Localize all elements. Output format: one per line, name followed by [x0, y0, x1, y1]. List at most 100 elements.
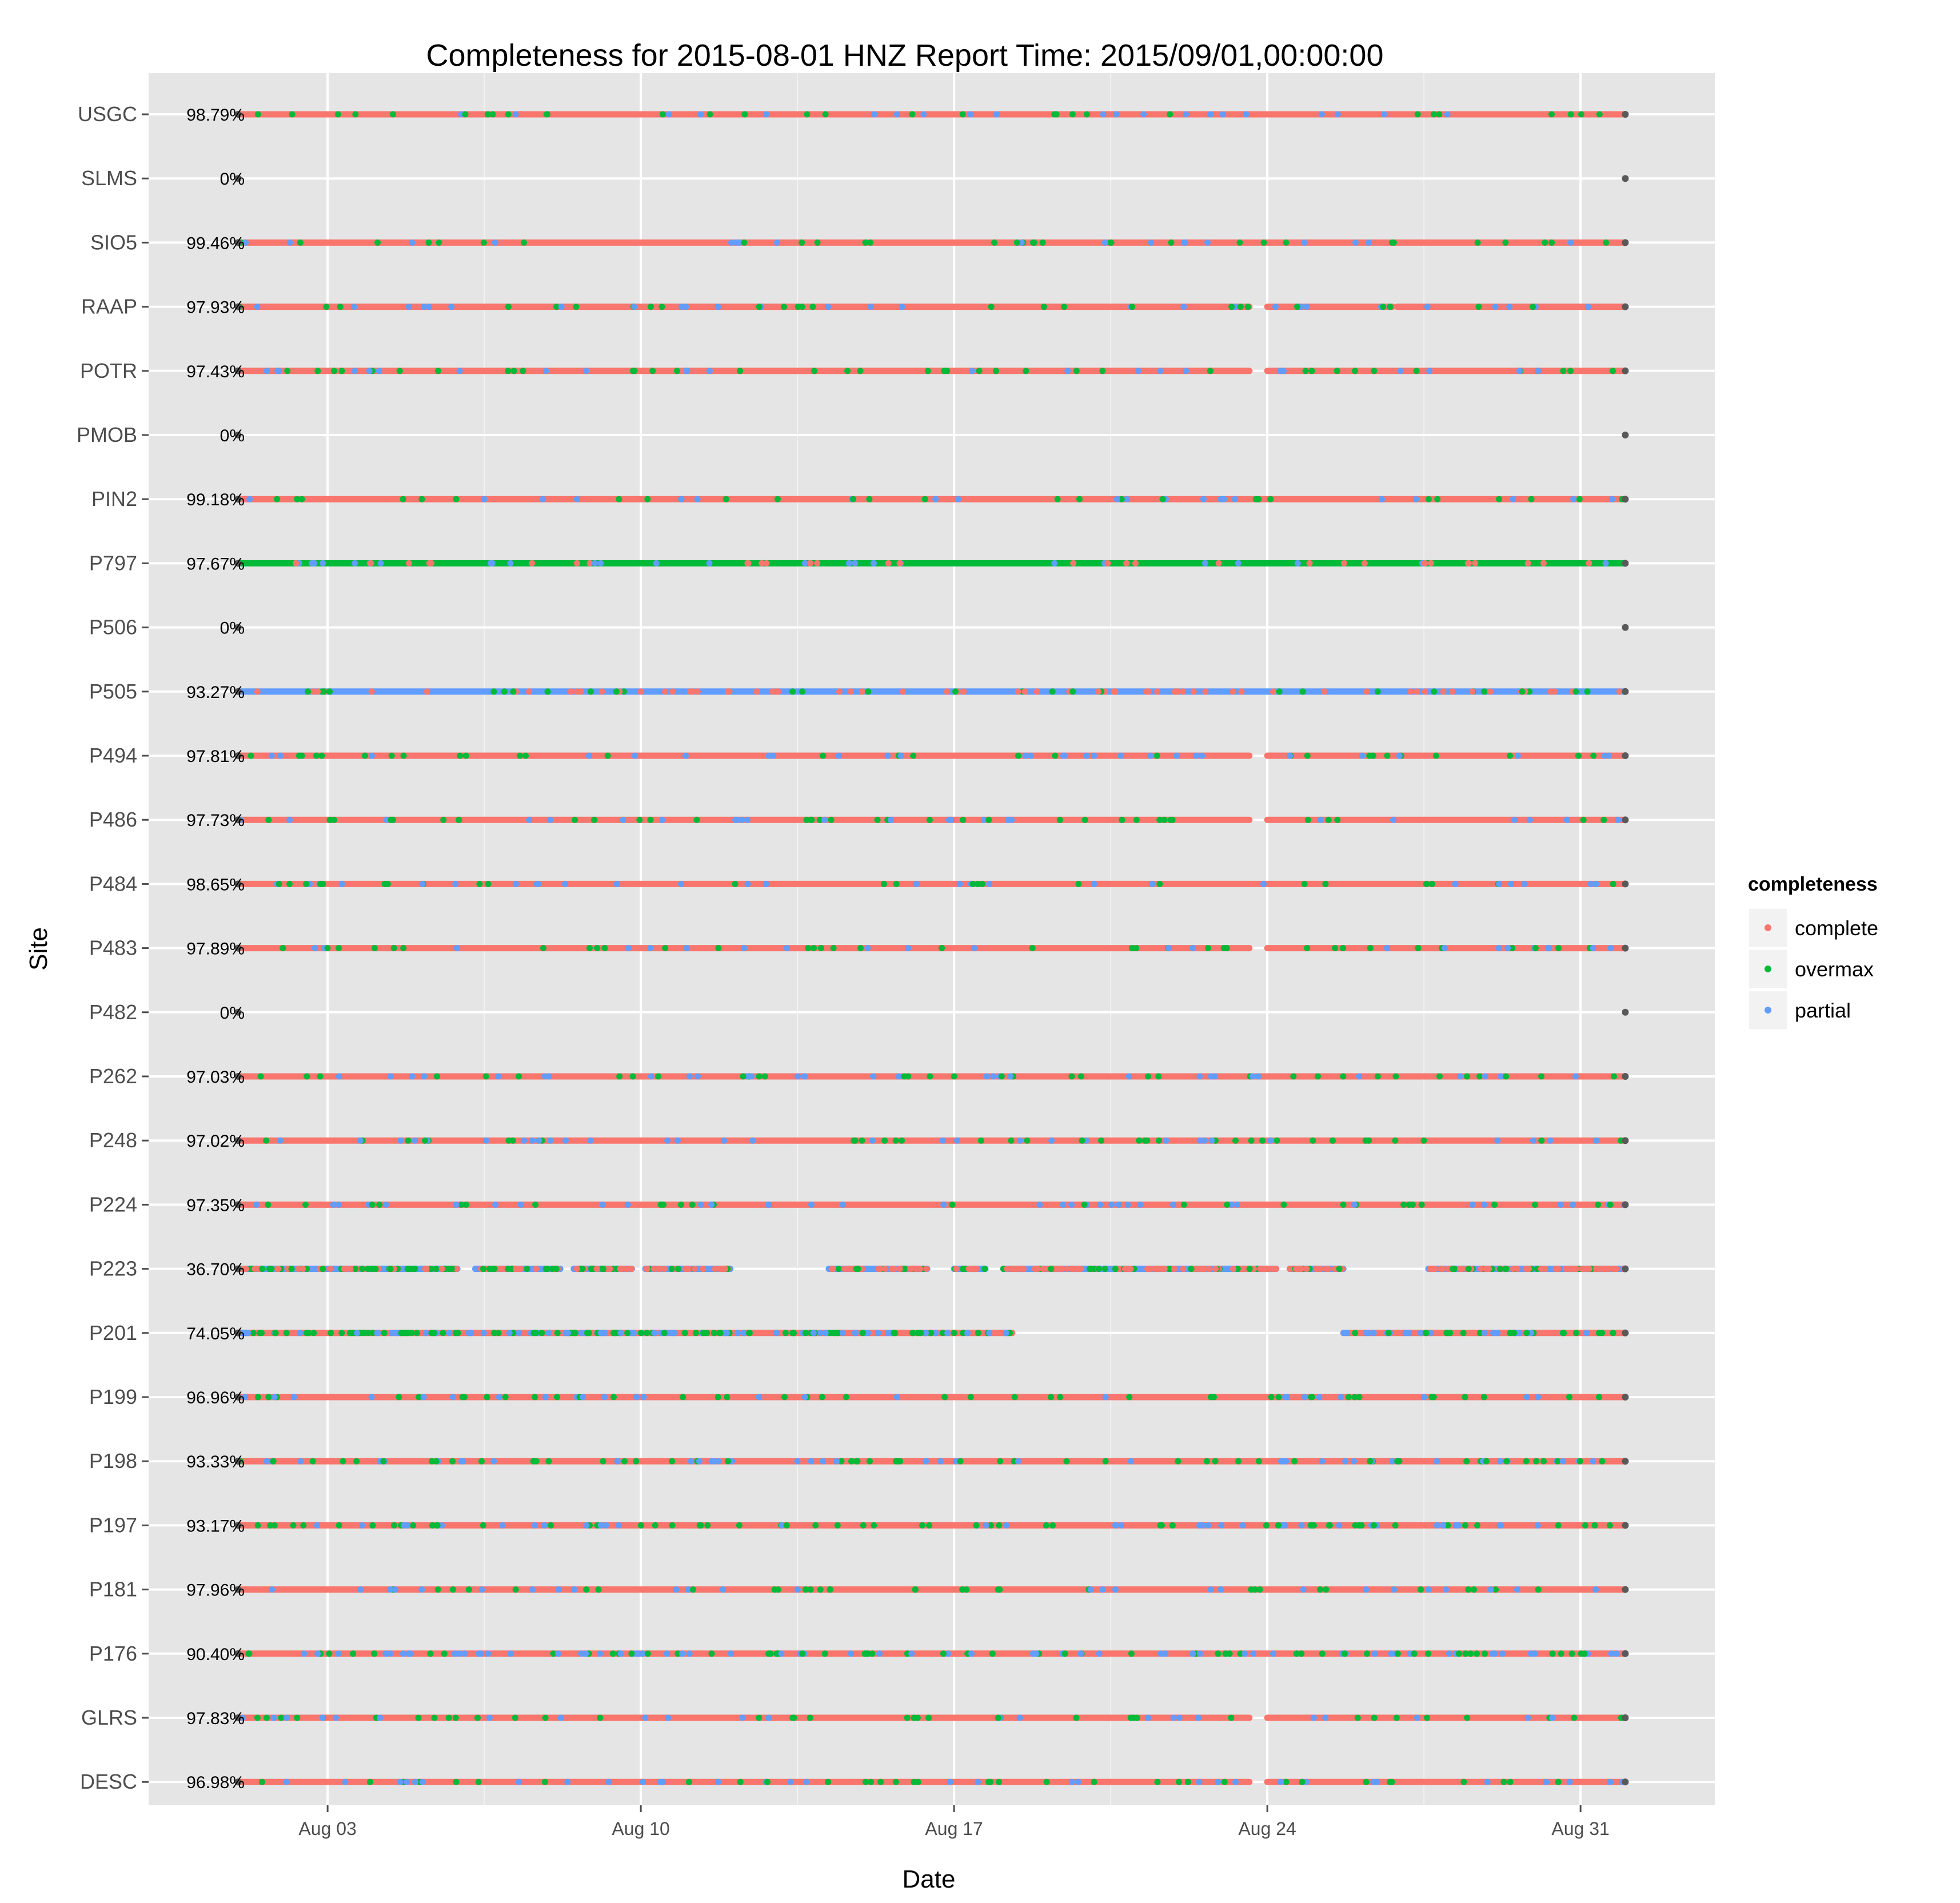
data-point — [753, 688, 760, 695]
endpoint-marker — [234, 560, 242, 567]
data-point — [1064, 368, 1071, 374]
completeness-percent: 36.70% — [186, 1260, 245, 1279]
data-point — [1079, 1137, 1085, 1144]
data-point — [1215, 560, 1222, 566]
data-point — [1141, 1137, 1148, 1144]
data-point — [1292, 1266, 1299, 1272]
data-point — [1593, 1266, 1600, 1272]
data-point — [866, 1458, 873, 1465]
data-point — [637, 1330, 644, 1337]
data-point — [280, 945, 286, 952]
data-point — [939, 1330, 946, 1337]
data-point — [542, 1266, 549, 1272]
data-point — [1036, 1201, 1043, 1208]
data-point — [1049, 688, 1056, 695]
data-point — [326, 1650, 333, 1657]
data-point — [532, 1201, 539, 1208]
data-point — [1424, 1714, 1431, 1721]
data-point — [880, 880, 887, 887]
data-point — [1060, 1201, 1067, 1208]
data-point — [1057, 1394, 1064, 1401]
data-point — [1163, 1137, 1169, 1144]
data-point — [845, 560, 852, 566]
data-point — [353, 1458, 360, 1465]
data-point — [369, 1330, 376, 1337]
data-point — [964, 1330, 971, 1337]
site-row-p176 — [234, 1650, 1629, 1657]
data-point — [1017, 1137, 1024, 1144]
data-point — [1516, 1330, 1523, 1337]
data-point — [1193, 752, 1200, 759]
data-point — [351, 368, 358, 374]
data-point — [979, 880, 985, 887]
data-point — [515, 1266, 522, 1272]
data-point — [1439, 1522, 1446, 1529]
data-point — [330, 816, 337, 823]
data-point — [371, 945, 378, 952]
data-point — [418, 496, 425, 502]
data-point — [1128, 1650, 1135, 1657]
data-point — [844, 368, 851, 374]
data-point — [283, 1778, 290, 1785]
data-point — [808, 1201, 815, 1208]
data-point — [822, 1330, 829, 1337]
data-point — [1476, 1330, 1483, 1337]
data-point — [1277, 368, 1284, 374]
data-point — [803, 1778, 810, 1785]
data-point — [971, 945, 978, 952]
data-point — [284, 368, 291, 374]
data-point — [388, 816, 394, 823]
data-point — [643, 1266, 650, 1272]
data-point — [1324, 1266, 1331, 1272]
data-points — [234, 111, 1629, 1786]
data-point — [1161, 1266, 1168, 1272]
data-point — [301, 1650, 308, 1657]
data-point — [1235, 1458, 1242, 1465]
data-point — [865, 1330, 872, 1337]
data-point — [693, 816, 700, 823]
data-point — [1029, 239, 1036, 246]
data-point — [320, 560, 326, 566]
data-point — [630, 304, 637, 310]
data-point — [419, 880, 426, 887]
endpoint-marker — [1622, 752, 1629, 759]
data-point — [1051, 111, 1058, 118]
data-point — [995, 1714, 1001, 1721]
endpoint-marker — [1622, 1458, 1629, 1465]
data-point — [1280, 1201, 1287, 1208]
data-point — [1237, 1650, 1244, 1657]
data-point — [368, 752, 375, 759]
data-point — [1502, 239, 1509, 246]
data-point — [1414, 1714, 1420, 1721]
data-point — [1101, 1266, 1108, 1272]
completeness-percent: 0% — [220, 426, 245, 445]
data-point — [300, 1522, 307, 1529]
data-point — [1527, 1650, 1534, 1657]
data-point — [424, 688, 430, 695]
data-point — [1097, 1201, 1104, 1208]
data-point — [277, 752, 284, 759]
data-point — [1270, 688, 1276, 695]
data-point — [1231, 496, 1238, 502]
data-point — [781, 304, 788, 310]
data-point — [773, 1650, 780, 1657]
data-point — [489, 560, 496, 566]
data-point — [1206, 1266, 1213, 1272]
data-point — [335, 1201, 342, 1208]
endpoint-marker — [234, 175, 242, 182]
endpoint-marker — [1622, 175, 1629, 182]
data-point — [1415, 945, 1422, 952]
completeness-percent: 98.65% — [186, 875, 245, 894]
data-point — [369, 1522, 376, 1529]
data-point — [636, 816, 643, 823]
data-point — [1425, 1650, 1432, 1657]
data-point — [1234, 1266, 1241, 1272]
data-point — [486, 1714, 493, 1721]
data-point — [380, 1458, 387, 1465]
data-point — [1469, 688, 1476, 695]
data-point — [318, 752, 325, 759]
data-point — [1523, 1330, 1530, 1337]
endpoint-marker — [234, 624, 242, 631]
data-point — [388, 752, 395, 759]
